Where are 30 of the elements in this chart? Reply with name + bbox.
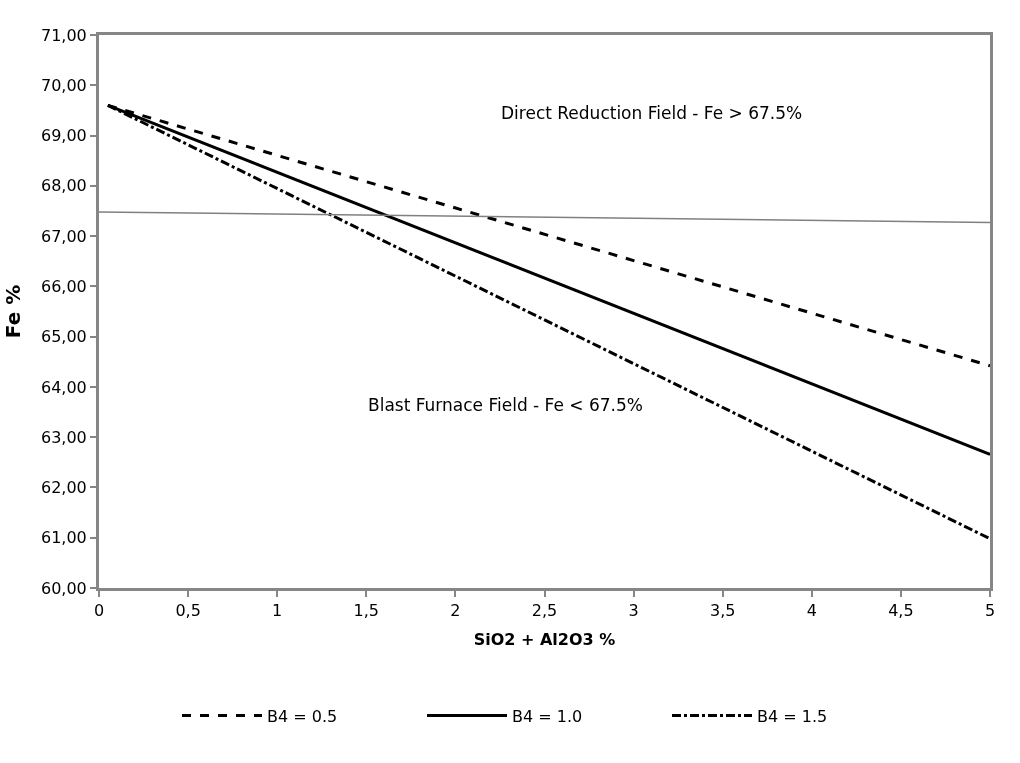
y-tick-label: 60,00 — [40, 578, 87, 598]
y-tick-label: 63,00 — [40, 427, 87, 447]
legend-label: B4 = 0.5 — [267, 706, 338, 726]
y-tick-label: 67,00 — [40, 226, 87, 246]
annotation: Blast Furnace Field - Fe < 67.5% — [368, 395, 643, 415]
x-tick-label: 0,5 — [175, 601, 201, 621]
x-tick-label: 5 — [984, 601, 996, 621]
y-tick-label: 64,00 — [40, 377, 87, 397]
y-tick-label: 69,00 — [40, 126, 87, 146]
x-tick-label: 4,5 — [888, 601, 914, 621]
y-tick-label: 62,00 — [40, 478, 87, 498]
x-tick-label: 1 — [272, 601, 283, 621]
x-tick-label: 1,5 — [353, 601, 380, 621]
x-tick-label: 4 — [806, 601, 817, 621]
y-tick-label: 65,00 — [40, 327, 87, 347]
y-tick-label: 70,00 — [40, 75, 87, 95]
x-tick-label: 0 — [93, 601, 105, 621]
y-tick-label: 61,00 — [40, 528, 87, 548]
x-tick-label: 3,5 — [709, 601, 736, 621]
legend-label: B4 = 1.0 — [512, 706, 583, 726]
x-tick-label: 3 — [628, 601, 639, 621]
y-axis-title: Fe % — [1, 284, 26, 339]
y-tick-label: 68,00 — [40, 176, 87, 196]
y-tick-label: 66,00 — [40, 276, 87, 296]
legend-label: B4 = 1.5 — [757, 706, 828, 726]
x-tick-label: 2,5 — [531, 601, 558, 621]
x-tick-label: 2 — [450, 601, 461, 621]
annotation: Direct Reduction Field - Fe > 67.5% — [501, 103, 803, 123]
y-tick-label: 71,00 — [40, 25, 87, 45]
x-axis-title: SiO2 + Al2O3 % — [473, 629, 616, 649]
